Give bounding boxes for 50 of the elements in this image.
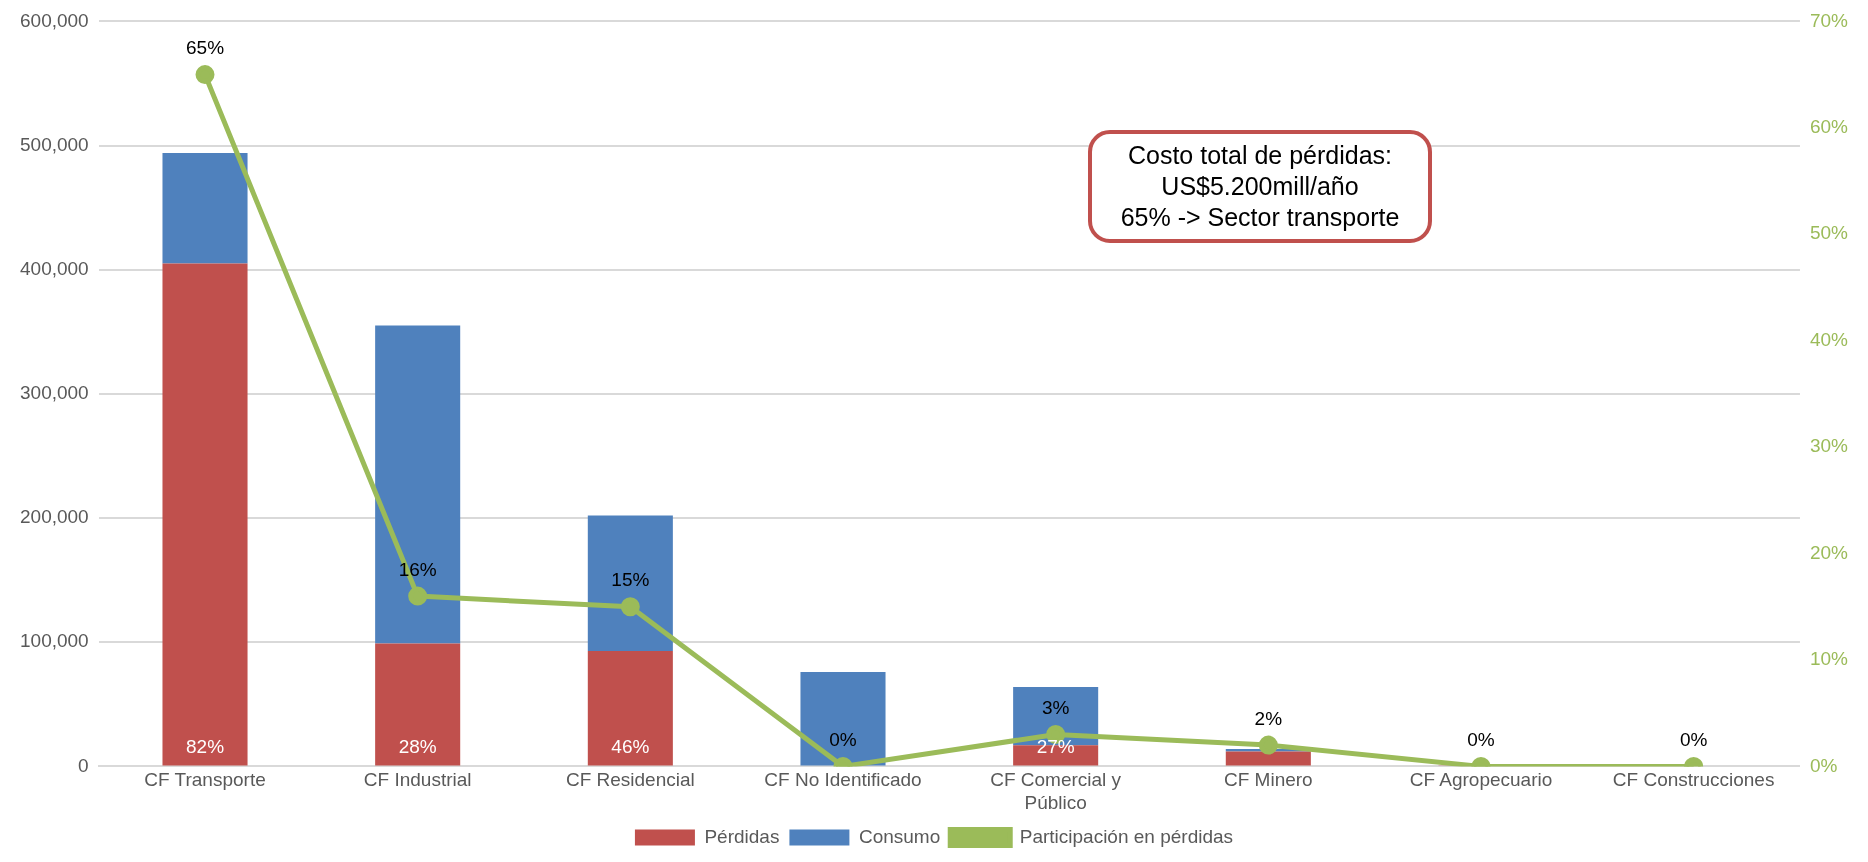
bar [162,263,248,766]
data-label: 0% [1467,729,1495,751]
legend-label: Consumo [858,825,941,847]
annotation: 28% [398,736,437,758]
x-tick-label: CF Industrial [363,769,472,791]
data-label: 16% [398,558,437,580]
data-label: 0% [1679,729,1708,751]
data-label: 65% [186,37,225,59]
y-tick-label: 300,000 [19,382,89,404]
legend-label: Pérdidas [704,825,780,847]
bar [587,515,673,651]
callout-box: Costo total de pérdidas: US$5.200mill/año 65% -> Sector transporte [1088,130,1432,243]
y-tick-label: 100,000 [19,630,89,652]
bar [587,650,673,766]
bar [162,153,248,264]
point [195,65,215,85]
y2-tick-label: 0% [1809,754,1838,776]
y2-tick-label: 40% [1809,328,1849,350]
x-tick-label: CF Residencial [565,769,695,791]
y-tick-label: 0 [78,754,89,776]
y2-tick-label: 60% [1809,116,1849,138]
data-label: 3% [1041,697,1070,719]
point [1258,735,1278,755]
x-tick-label: CF Construcciones [1612,769,1775,791]
y2-tick-label: 70% [1809,9,1849,31]
x-tick-label: CF Minero [1223,769,1313,791]
data-label: 15% [611,569,650,591]
y-tick-label: 200,000 [19,506,89,528]
x-tick-label: CF No Identificado [764,769,922,791]
annotation: 82% [186,736,225,758]
y-tick-label: 500,000 [19,133,89,155]
x-tick-label: CF Transporte [144,769,266,791]
y-tick-label: 400,000 [19,257,89,279]
data-label: 2% [1254,707,1283,729]
y2-tick-label: 50% [1809,222,1849,244]
y-tick-label: 600,000 [19,9,89,31]
bar [375,643,461,766]
y2-tick-label: 10% [1809,648,1849,670]
legend-label: Participación en pérdidas [1019,825,1234,847]
y2-tick-label: 30% [1809,435,1849,457]
y2-tick-label: 20% [1809,541,1849,563]
data-label: 0% [829,729,857,751]
point [408,586,428,606]
bar [375,325,461,644]
x-tick-label: CF Comercial y Público [990,769,1122,813]
point [620,597,640,617]
bar [800,672,886,766]
bar [1225,751,1311,766]
annotation: 46% [611,736,650,758]
x-tick-label: CF Agropecuario [1409,769,1553,791]
